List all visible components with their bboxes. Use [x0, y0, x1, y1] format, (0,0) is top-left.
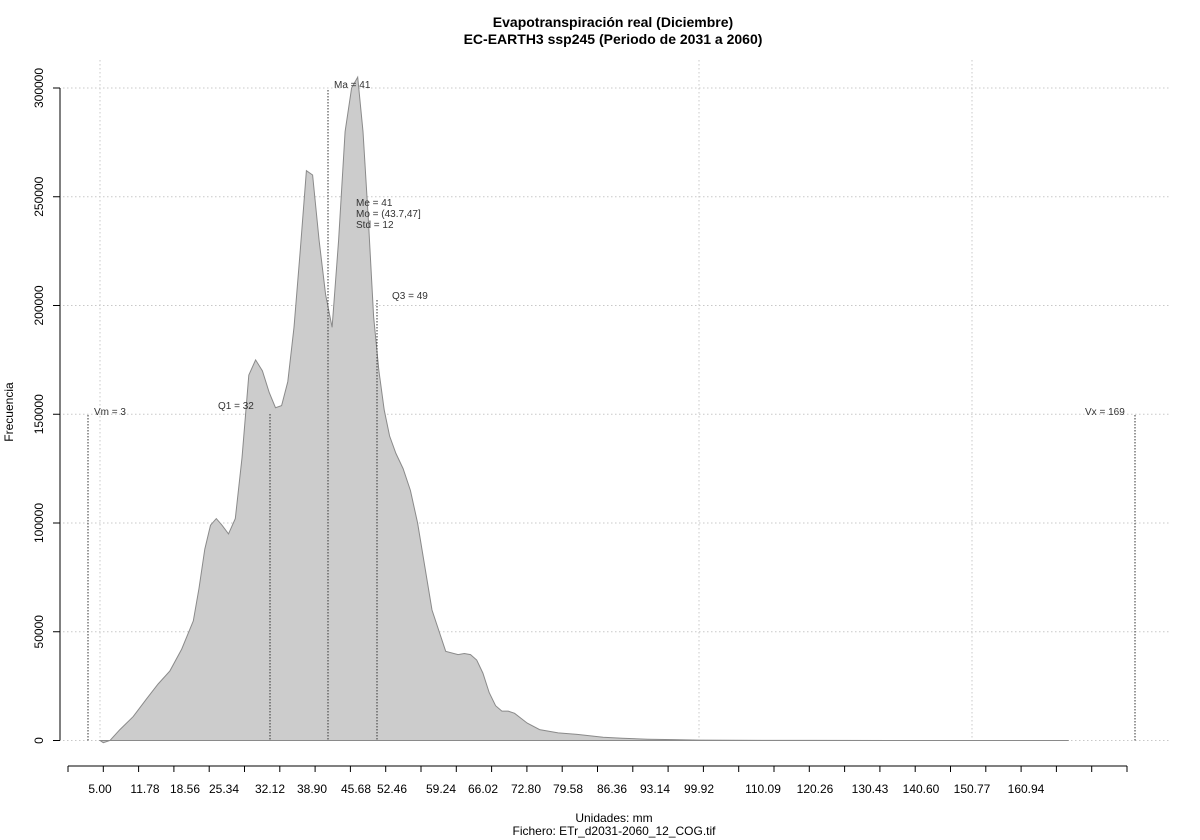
axis-layer: 0 50000 100000 150000 200000 250000 300000 5.00… — [32, 68, 1128, 796]
annotation-ma: Ma = 41 — [334, 80, 371, 91]
chart-subtitle: EC-EARTH3 ssp245 (Periodo de 2031 a 2060… — [464, 31, 763, 47]
x-tick-label: 38.90 — [297, 782, 327, 796]
x-tick-label: 120.26 — [797, 782, 834, 796]
y-tick-label: 150000 — [32, 394, 46, 434]
x-tick-label: 99.92 — [684, 782, 714, 796]
annotation-me: Me = 41 — [356, 198, 393, 209]
x-axis-label: Unidades: mm — [575, 811, 652, 825]
y-tick-label: 50000 — [32, 615, 46, 649]
file-label: Fichero: ETr_d2031-2060_12_COG.tif — [513, 824, 717, 838]
x-tick-label: 5.00 — [88, 782, 112, 796]
x-tick-label: 72.80 — [511, 782, 541, 796]
annotation-mo: Mo = (43.7,47] — [356, 209, 421, 220]
x-tick-label: 59.24 — [426, 782, 456, 796]
y-tick-label: 0 — [32, 737, 46, 744]
chart-title: Evapotranspiración real (Diciembre) — [493, 14, 733, 30]
x-tick-label: 79.58 — [553, 782, 583, 796]
x-tick-label: 18.56 — [170, 782, 200, 796]
y-tick-label: 200000 — [32, 285, 46, 325]
x-tick-label: 45.68 — [341, 782, 371, 796]
area-layer — [98, 75, 1069, 744]
x-tick-label: 110.09 — [745, 782, 781, 796]
annotation-vx: Vx = 169 — [1085, 407, 1125, 418]
x-tick-label: 130.43 — [852, 782, 889, 796]
density-area — [98, 75, 1069, 744]
annotation-vm: Vm = 3 — [94, 407, 126, 418]
x-tick-label: 32.12 — [255, 782, 285, 796]
x-tick-label: 93.14 — [640, 782, 670, 796]
x-tick-label: 11.78 — [130, 782, 159, 796]
annotation-std: Std = 12 — [356, 220, 394, 231]
y-tick-label: 250000 — [32, 176, 46, 216]
x-tick-label: 160.94 — [1008, 782, 1045, 796]
marker-layer — [87, 90, 1136, 741]
y-tick-label: 300000 — [32, 68, 46, 108]
x-tick-label: 52.46 — [377, 782, 407, 796]
x-tick-label: 25.34 — [209, 782, 239, 796]
y-axis-label: Frecuencia — [2, 382, 16, 442]
x-tick-label: 150.77 — [954, 782, 991, 796]
annotation-q1: Q1 = 32 — [218, 401, 254, 412]
y-tick-label: 100000 — [32, 503, 46, 543]
x-tick-label: 66.02 — [468, 782, 498, 796]
annotation-q3: Q3 = 49 — [392, 291, 428, 302]
x-tick-label: 86.36 — [597, 782, 627, 796]
x-tick-label: 140.60 — [903, 782, 940, 796]
